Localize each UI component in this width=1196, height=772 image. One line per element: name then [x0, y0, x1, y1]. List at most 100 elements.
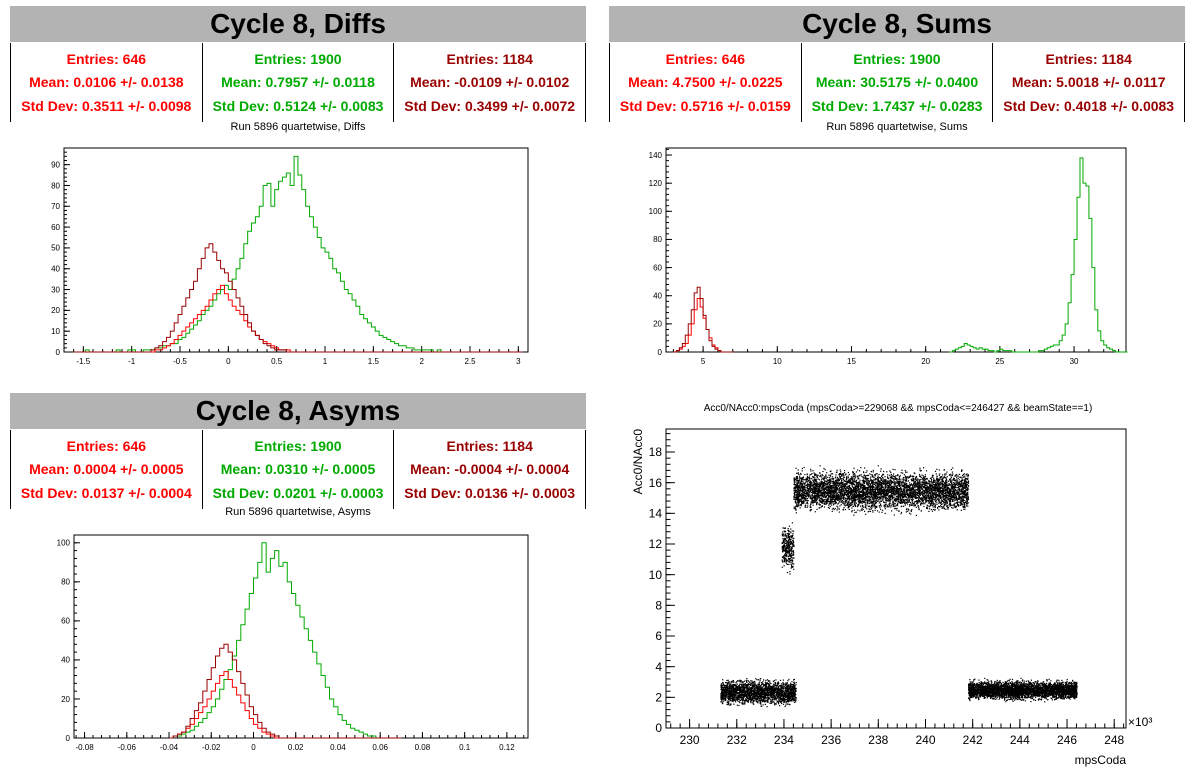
scatter-point — [792, 696, 794, 698]
scatter-point — [767, 683, 769, 685]
scatter-point — [851, 511, 853, 513]
scatter-point — [729, 687, 731, 689]
scatter-point — [744, 695, 746, 697]
scatter-point — [760, 690, 762, 692]
scatter-point — [783, 538, 785, 540]
scatter-point — [777, 690, 779, 692]
scatter-point — [764, 693, 766, 695]
scatter-point — [773, 699, 775, 701]
scatter-point — [840, 495, 842, 497]
scatter-point — [810, 503, 812, 505]
scatter-point — [740, 686, 742, 688]
scatter-point — [810, 473, 812, 475]
scatter-point — [756, 686, 758, 688]
scatter-point — [867, 495, 869, 497]
scatter-point — [769, 685, 771, 687]
scatter-point — [861, 502, 863, 504]
scatter-point — [740, 696, 742, 698]
scatter-point — [750, 682, 752, 684]
scatter-point — [784, 542, 786, 545]
stddev-label: Std Dev: 0.3499 +/- 0.0072 — [404, 98, 576, 115]
scatter-point — [764, 687, 766, 689]
scatter-point — [742, 681, 744, 683]
scatter-point — [772, 701, 774, 703]
scatter-point — [774, 690, 776, 692]
scatter-point — [756, 689, 758, 691]
scatter-point — [787, 691, 789, 693]
scatter-point — [754, 680, 756, 683]
scatter-point — [771, 698, 773, 700]
scatter-point — [789, 704, 791, 706]
scatter-point — [794, 691, 796, 694]
scatter-point — [822, 475, 824, 477]
scatter-point — [724, 697, 726, 699]
scatter-point — [788, 553, 790, 555]
scatter-point — [786, 682, 788, 684]
scatter-point — [876, 488, 878, 491]
scatter-point — [843, 498, 845, 500]
scatter-point — [848, 473, 850, 476]
scatter-point — [742, 690, 744, 692]
scatter-point — [789, 543, 791, 545]
scatter-point — [785, 547, 787, 549]
scatter-point — [782, 684, 784, 686]
scatter-point — [877, 476, 879, 479]
scatter-point — [790, 688, 792, 691]
scatter-point — [749, 691, 751, 693]
scatter-point — [931, 476, 933, 478]
scatter-point — [775, 703, 777, 705]
scatter-point — [791, 566, 793, 568]
scatter-point — [728, 691, 730, 693]
scatter-point — [780, 688, 782, 690]
scatter-point — [749, 694, 751, 696]
scatter-point — [830, 481, 832, 483]
scatter-point — [791, 536, 793, 538]
scatter-point — [780, 698, 782, 700]
scatter-point — [741, 695, 744, 697]
scatter-point — [793, 679, 795, 681]
scatter-point — [765, 686, 767, 688]
scatter-point — [779, 685, 781, 687]
scatter-point — [791, 694, 793, 696]
scatter-point — [919, 467, 921, 469]
scatter-point — [736, 687, 738, 689]
scatter-point — [843, 503, 845, 505]
scatter-point — [835, 476, 837, 478]
x-tick-label: 242 — [963, 733, 983, 747]
scatter-point — [872, 503, 874, 505]
scatter-point — [785, 695, 787, 697]
scatter-point — [727, 684, 729, 686]
scatter-point — [725, 685, 727, 687]
scatter-point — [738, 695, 740, 697]
scatter-point — [720, 688, 723, 690]
scatter-point — [739, 679, 741, 681]
scatter-point — [784, 699, 786, 701]
scatter-point — [743, 696, 745, 698]
scatter-point — [782, 551, 784, 553]
scatter-point — [895, 485, 897, 487]
scatter-point — [738, 692, 740, 694]
scatter-point — [799, 481, 801, 483]
scatter-point — [791, 699, 793, 702]
scatter-point — [785, 537, 787, 539]
scatter-point — [900, 496, 902, 498]
scatter-point — [793, 494, 796, 496]
scatter-point — [841, 492, 843, 494]
scatter-point — [775, 686, 777, 688]
scatter-point — [789, 545, 791, 547]
scatter-point — [783, 700, 785, 702]
scatter-point — [949, 505, 951, 507]
scatter-point — [888, 481, 890, 483]
scatter-point — [918, 506, 920, 508]
scatter-point — [787, 563, 789, 565]
scatter-point — [833, 503, 835, 505]
scatter-point — [825, 492, 827, 494]
scatter-point — [746, 679, 748, 681]
scatter-point — [895, 504, 897, 506]
scatter-point — [730, 686, 732, 688]
scatter-point — [854, 475, 856, 477]
scatter-point — [847, 507, 849, 509]
scatter-point — [931, 475, 934, 477]
scatter-point — [871, 504, 873, 507]
scatter-point — [776, 689, 778, 691]
